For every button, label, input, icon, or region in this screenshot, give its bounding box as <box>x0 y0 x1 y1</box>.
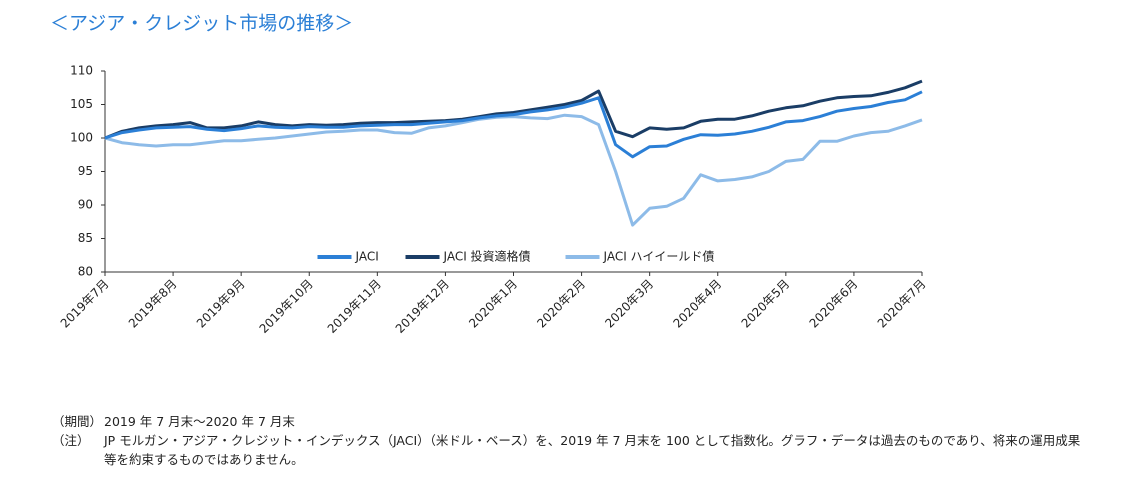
x-tick-label: 2019年8月 <box>126 277 180 331</box>
note-label: （注） <box>52 433 90 448</box>
series-line <box>104 90 923 159</box>
x-tick-label: 2019年10月 <box>257 277 316 336</box>
chart-title: ＜アジア・クレジット市場の推移＞ <box>50 13 353 35</box>
x-tick-label: 2019年12月 <box>393 277 452 336</box>
note-text: 2019 年 7 月末～2020 年 7 月末 <box>104 414 295 429</box>
x-tick-label: 2019年7月 <box>58 277 112 331</box>
x-tick-label: 2020年2月 <box>534 277 588 331</box>
x-tick-label: 2020年4月 <box>670 277 724 331</box>
x-tick-label: 2020年3月 <box>602 277 656 331</box>
y-tick-label: 90 <box>78 198 93 212</box>
notes: （期間） 2019 年 7 月末～2020 年 7 月末 （注） JP モルガン・ア… <box>52 412 1092 469</box>
x-tick-label: 2020年6月 <box>807 277 861 331</box>
note-text: JP モルガン・アジア・クレジット・インデックス（JACI）（米ドル・ベース）を… <box>104 433 1081 467</box>
y-tick-label: 85 <box>78 231 93 245</box>
legend-label: JACI <box>355 250 379 264</box>
legend-label: JACI ハイイールド債 <box>603 249 715 264</box>
x-tick-label: 2020年5月 <box>739 277 793 331</box>
y-tick-label: 110 <box>70 64 93 78</box>
y-tick-label: 105 <box>70 97 93 111</box>
series-line <box>104 113 923 227</box>
y-tick-label: 80 <box>78 265 93 279</box>
x-tick-label: 2019年11月 <box>325 277 384 336</box>
note-row: （注） JP モルガン・アジア・クレジット・インデックス（JACI）（米ドル・ベー… <box>52 431 1092 469</box>
x-tick-label: 2019年9月 <box>194 277 248 331</box>
x-tick-label: 2020年1月 <box>466 277 520 331</box>
y-tick-label: 95 <box>78 164 93 178</box>
series-line <box>104 79 923 140</box>
note-label: （期間） <box>52 414 103 429</box>
chart: ＜アジア・クレジット市場の推移＞ 80 85 90 95 100 105 110 2019年7… <box>50 13 929 336</box>
x-tick-label: 2020年7月 <box>875 277 929 331</box>
legend-label: JACI 投資適格債 <box>443 249 531 264</box>
y-tick-label: 100 <box>70 131 93 145</box>
note-row: （期間） 2019 年 7 月末～2020 年 7 月末 <box>52 412 1092 431</box>
